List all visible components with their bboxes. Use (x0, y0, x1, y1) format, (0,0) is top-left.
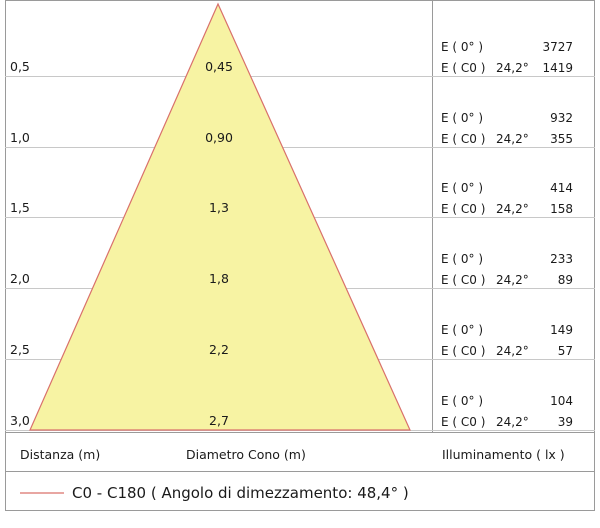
e0-label: E ( 0° ) (441, 181, 483, 195)
ec0-value: 1419 (542, 61, 573, 75)
ec0-angle: 24,2° (496, 273, 529, 287)
distance-value: 3,0 (10, 413, 30, 428)
ec0-label: E ( C0 ) (441, 415, 485, 429)
ec0-angle: 24,2° (496, 61, 529, 75)
e0-value: 414 (550, 181, 573, 195)
e0-value: 149 (550, 323, 573, 337)
illuminance-axis-label: Illuminamento ( lx ) (442, 447, 565, 462)
e0-label: E ( 0° ) (441, 394, 483, 408)
ec0-label: E ( C0 ) (441, 132, 485, 146)
distance-value: 2,5 (10, 342, 30, 357)
cone-diameter-value: 0,90 (205, 130, 233, 145)
ec0-label: E ( C0 ) (441, 344, 485, 358)
ec0-angle: 24,2° (496, 202, 529, 216)
e0-value: 3727 (542, 40, 573, 54)
ec0-value: 355 (550, 132, 573, 146)
diagram-border (5, 0, 595, 511)
ec0-value: 89 (558, 273, 573, 287)
ec0-label: E ( C0 ) (441, 61, 485, 75)
ec0-value: 39 (558, 415, 573, 429)
ec0-label: E ( C0 ) (441, 202, 485, 216)
e0-value: 233 (550, 252, 573, 266)
ec0-angle: 24,2° (496, 132, 529, 146)
cone-diameter-value: 1,3 (209, 200, 229, 215)
ec0-angle: 24,2° (496, 415, 529, 429)
cone-diameter-value: 0,45 (205, 59, 233, 74)
distance-value: 0,5 (10, 59, 30, 74)
cone-diameter-value: 2,2 (209, 342, 229, 357)
e0-label: E ( 0° ) (441, 252, 483, 266)
cone-diameter-value: 1,8 (209, 271, 229, 286)
distance-axis-label: Distanza (m) (20, 447, 100, 462)
e0-label: E ( 0° ) (441, 323, 483, 337)
distance-value: 1,0 (10, 130, 30, 145)
diameter-axis-label: Diametro Cono (m) (186, 447, 306, 462)
ec0-angle: 24,2° (496, 344, 529, 358)
e0-label: E ( 0° ) (441, 40, 483, 54)
distance-value: 1,5 (10, 200, 30, 215)
e0-label: E ( 0° ) (441, 111, 483, 125)
e0-value: 932 (550, 111, 573, 125)
distance-rows: 0,5 0,45 E ( 0° ) 3727 E ( C0 ) 24,2° 1419 1,0 0… (10, 40, 573, 429)
light-cone (29, 2, 411, 431)
distance-value: 2,0 (10, 271, 30, 286)
legend-text: C0 - C180 ( Angolo di dimezzamento: 48,4… (72, 484, 409, 502)
ec0-value: 158 (550, 202, 573, 216)
e0-value: 104 (550, 394, 573, 408)
ec0-label: E ( C0 ) (441, 273, 485, 287)
ec0-value: 57 (558, 344, 573, 358)
cone-diameter-value: 2,7 (209, 413, 229, 428)
